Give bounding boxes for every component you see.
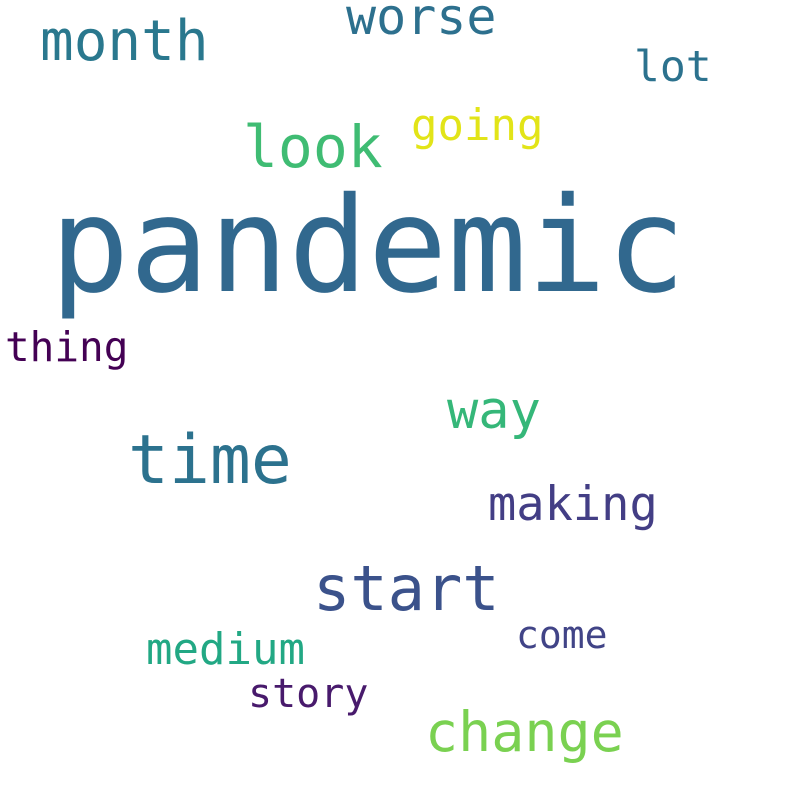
- word-medium: medium: [146, 624, 305, 675]
- word-pandemic: pandemic: [50, 169, 686, 323]
- word-lot: lot: [634, 42, 712, 92]
- word-time: time: [128, 421, 292, 500]
- word-worse: worse: [346, 0, 497, 46]
- word-going: going: [411, 100, 544, 151]
- word-look: look: [243, 113, 383, 181]
- word-story: story: [248, 671, 369, 717]
- word-making: making: [488, 477, 658, 532]
- word-month: month: [40, 9, 209, 74]
- word-start: start: [313, 552, 500, 625]
- word-come: come: [516, 613, 608, 657]
- word-thing: thing: [5, 323, 129, 371]
- word-change: change: [425, 700, 624, 764]
- word-way: way: [447, 381, 541, 441]
